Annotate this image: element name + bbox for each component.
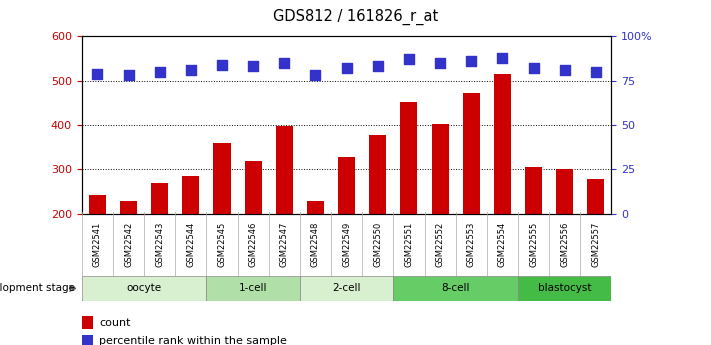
Bar	[393, 276, 518, 301]
Text: GSM22550: GSM22550	[373, 221, 383, 267]
Bar	[432, 124, 449, 303]
Point	[372, 64, 383, 69]
Text: GSM22554: GSM22554	[498, 221, 507, 267]
Text: GSM22544: GSM22544	[186, 221, 196, 267]
Point	[434, 60, 446, 66]
Point	[466, 58, 477, 64]
Point	[247, 64, 259, 69]
Text: GSM22545: GSM22545	[218, 221, 227, 267]
Text: 1-cell: 1-cell	[239, 284, 267, 293]
Bar	[463, 93, 480, 303]
Bar	[369, 135, 386, 303]
Text: GSM22546: GSM22546	[249, 221, 257, 267]
Bar	[151, 183, 169, 303]
Point	[185, 67, 196, 73]
Text: GSM22542: GSM22542	[124, 221, 133, 267]
Text: development stage: development stage	[0, 284, 78, 293]
Bar	[518, 276, 611, 301]
Text: GSM22543: GSM22543	[155, 221, 164, 267]
Text: GSM22549: GSM22549	[342, 221, 351, 267]
Text: GSM22557: GSM22557	[592, 221, 600, 267]
Bar	[245, 161, 262, 303]
Point	[310, 72, 321, 78]
Point	[123, 72, 134, 78]
Point	[279, 60, 290, 66]
Bar	[300, 276, 393, 301]
Point	[92, 71, 103, 76]
Bar	[307, 200, 324, 303]
Text: GSM22556: GSM22556	[560, 221, 570, 267]
Bar	[494, 74, 511, 303]
Bar	[213, 143, 230, 303]
Bar	[182, 176, 199, 303]
Text: GSM22551: GSM22551	[405, 221, 413, 267]
Text: GSM22548: GSM22548	[311, 221, 320, 267]
Text: GSM22555: GSM22555	[529, 221, 538, 267]
Bar	[400, 102, 417, 303]
Text: GSM22552: GSM22552	[436, 221, 444, 267]
Bar	[82, 335, 93, 345]
Point	[559, 67, 570, 73]
Text: GSM22553: GSM22553	[466, 221, 476, 267]
Bar	[82, 276, 206, 301]
Text: percentile rank within the sample: percentile rank within the sample	[100, 336, 287, 345]
Bar	[206, 276, 300, 301]
Text: count: count	[100, 318, 131, 327]
Bar	[89, 195, 106, 303]
Text: GSM22541: GSM22541	[93, 221, 102, 267]
Text: GDS812 / 161826_r_at: GDS812 / 161826_r_at	[273, 9, 438, 25]
Text: blastocyst: blastocyst	[538, 284, 592, 293]
Bar	[276, 126, 293, 303]
Bar	[120, 201, 137, 303]
Bar	[556, 169, 573, 303]
Point	[528, 66, 539, 71]
Text: 8-cell: 8-cell	[442, 284, 470, 293]
Bar	[82, 316, 93, 329]
Point	[403, 57, 415, 62]
Bar	[525, 167, 542, 303]
Point	[341, 66, 353, 71]
Bar	[587, 179, 604, 303]
Bar	[338, 157, 356, 303]
Point	[497, 55, 508, 60]
Text: GSM22547: GSM22547	[280, 221, 289, 267]
Point	[216, 62, 228, 67]
Point	[154, 69, 166, 75]
Point	[590, 69, 602, 75]
Text: oocyte: oocyte	[127, 284, 161, 293]
Text: 2-cell: 2-cell	[332, 284, 361, 293]
